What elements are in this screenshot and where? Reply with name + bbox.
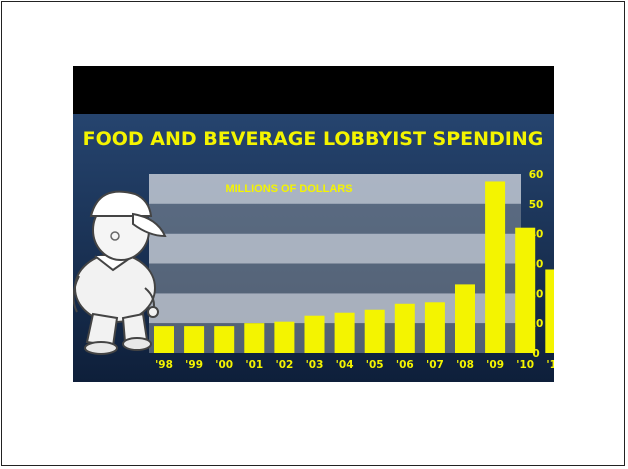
y-tick-label: 30 (529, 259, 544, 271)
bar (334, 312, 355, 353)
y-tick-label: 10 (529, 318, 544, 330)
bar-series (154, 181, 554, 353)
bar (424, 302, 445, 353)
bar (485, 181, 506, 353)
x-tick-label: '03 (306, 359, 324, 371)
x-tick-label: '07 (426, 359, 444, 371)
y-tick-label: 50 (529, 199, 544, 211)
bar (274, 321, 295, 353)
bar (304, 315, 325, 353)
bar (364, 309, 385, 353)
x-tick-label: '04 (336, 359, 354, 371)
x-tick-label: '08 (456, 359, 474, 371)
chart-svg: FOOD AND BEVERAGE LOBBYIST SPENDING MILL… (73, 66, 554, 382)
bar (154, 326, 174, 353)
x-tick-label: '11 (546, 359, 554, 371)
bar (244, 323, 265, 353)
background-band (149, 203, 521, 234)
x-tick-label: '98 (155, 359, 173, 371)
x-tick-label: '10 (516, 359, 534, 371)
y-tick-label: 60 (529, 169, 544, 181)
y-tick-label: 0 (532, 348, 539, 360)
background-band (149, 174, 521, 204)
x-tick-label: '05 (366, 359, 384, 371)
x-tick-label: '00 (215, 359, 233, 371)
y-tick-label: 40 (529, 229, 544, 241)
x-tick-labels: '98 '99 '00 '01 '02 '03 '04 '05 '06 '07 '08 '09 '10 '… (155, 359, 554, 371)
bar (214, 326, 235, 353)
x-tick-label: '02 (275, 359, 293, 371)
bar (515, 227, 536, 353)
top-black-bar (73, 66, 554, 114)
x-tick-label: '99 (185, 359, 203, 371)
background-band (149, 233, 521, 264)
bar (394, 303, 415, 353)
x-tick-label: '01 (245, 359, 263, 371)
bar (455, 284, 475, 353)
bar (545, 269, 554, 353)
bar (184, 326, 205, 353)
x-tick-label: '09 (486, 359, 504, 371)
chart-slide: FOOD AND BEVERAGE LOBBYIST SPENDING MILL… (73, 66, 554, 382)
y-tick-labels: 0 10 20 30 40 50 60 (529, 169, 544, 360)
chef-figure-icon (73, 190, 167, 355)
inner-label: MILLIONS OF DOLLARS (225, 183, 352, 195)
x-tick-label: '06 (396, 359, 414, 371)
y-tick-label: 20 (529, 288, 544, 300)
chart-title: FOOD AND BEVERAGE LOBBYIST SPENDING (83, 128, 544, 150)
